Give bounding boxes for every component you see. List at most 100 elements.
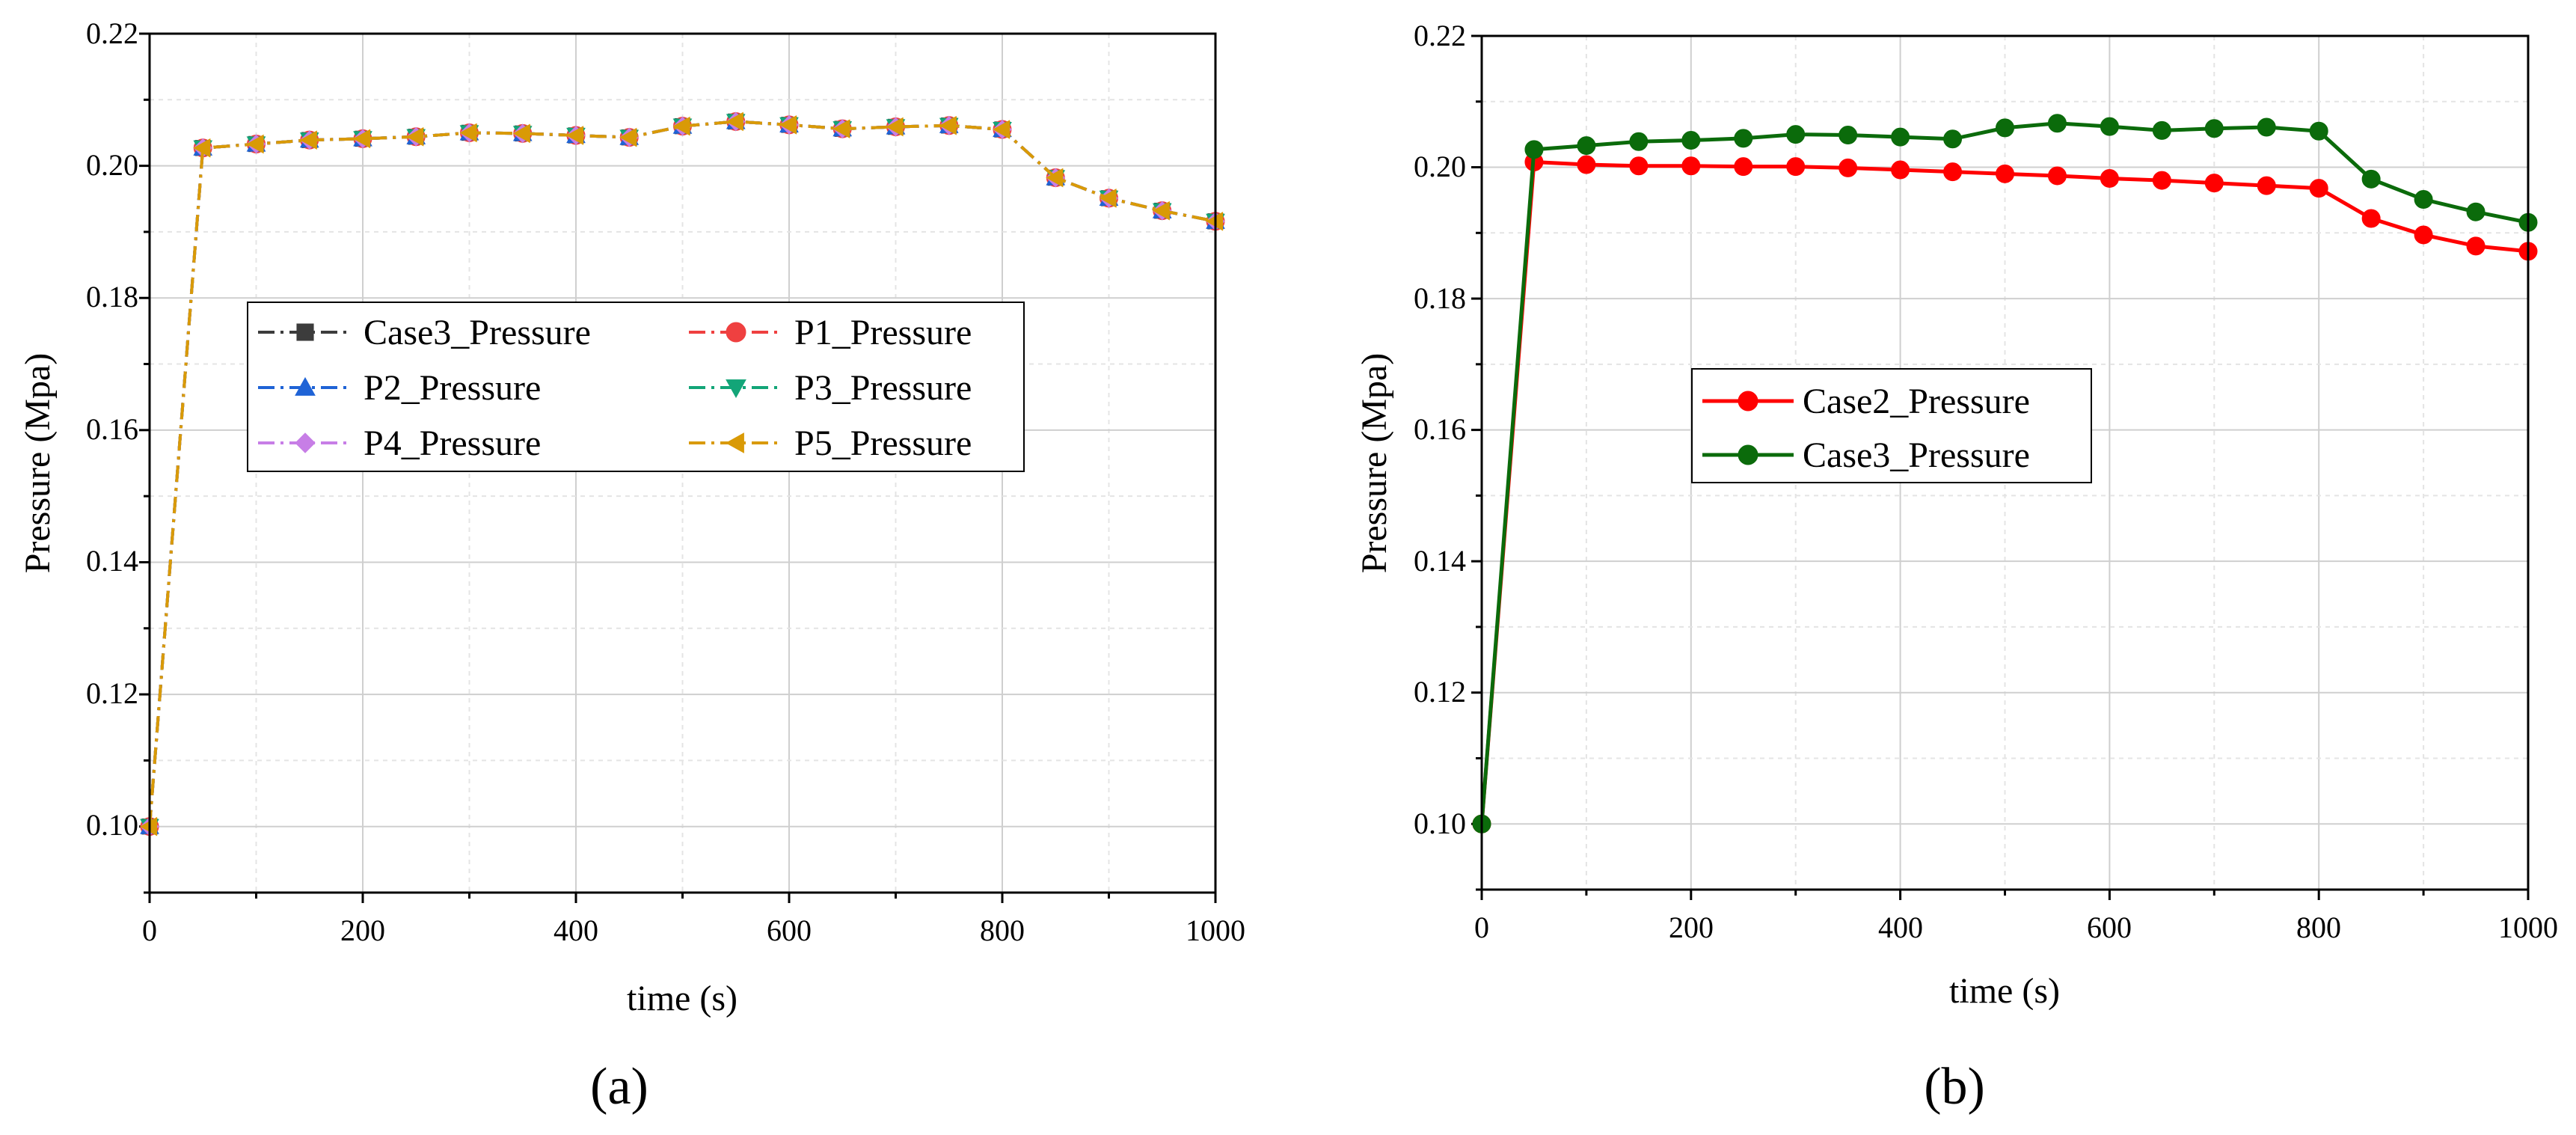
panel-b-point-case3-pressure bbox=[2047, 114, 2067, 133]
legend-marker-p4-pressure bbox=[295, 432, 316, 453]
panel-b-point-case2-pressure bbox=[2152, 171, 2171, 190]
panel-b-point-case2-pressure bbox=[1839, 158, 1858, 177]
panel-a-ytick-label: 0.10 bbox=[86, 808, 138, 842]
legend-marker-p1-pressure bbox=[726, 322, 746, 343]
panel-a-point-p5-pressure bbox=[299, 130, 317, 150]
panel-b-plot-frame bbox=[1480, 34, 2530, 891]
panel-b-point-case3-pressure bbox=[1577, 136, 1596, 156]
panel-b-point-case3-pressure bbox=[1524, 140, 1544, 159]
panel-a-point-p5-pressure bbox=[832, 119, 850, 139]
panel-b-ytick-label: 0.20 bbox=[1414, 150, 1466, 183]
panel-b-point-case3-pressure bbox=[1786, 125, 1806, 144]
panel-b-point-case3-pressure bbox=[2100, 117, 2119, 136]
panel-b-point-case3-pressure bbox=[2152, 120, 2171, 140]
panel-a-grid bbox=[150, 34, 1215, 893]
panel-b-point-case3-pressure bbox=[1839, 126, 1858, 145]
panel-b-point-case2-pressure bbox=[2204, 174, 2224, 193]
panel-a-point-p5-pressure bbox=[939, 115, 957, 135]
legend-label-p4-pressure: P4_Pressure bbox=[364, 423, 541, 463]
legend-marker-p3-pressure bbox=[726, 379, 746, 399]
panel-b-x-axis-label: time (s) bbox=[1949, 971, 2060, 1011]
panel-a-xtick-label: 200 bbox=[340, 914, 385, 947]
panel-a-point-p5-pressure bbox=[512, 123, 530, 144]
legend-label-p3-pressure: P3_Pressure bbox=[794, 368, 972, 408]
panel-b-xtick-label: 600 bbox=[2087, 911, 2132, 944]
panel-a-point-p5-pressure bbox=[246, 134, 264, 154]
panel-b-point-case2-pressure bbox=[1891, 160, 1910, 180]
panel-b-xtick-label: 0 bbox=[1474, 911, 1489, 944]
panel-a-y-axis-label: Pressure (Mpa) bbox=[18, 353, 58, 574]
panel-a-xtick-label: 800 bbox=[980, 914, 1025, 947]
legend-label-p5-pressure: P5_Pressure bbox=[794, 423, 972, 463]
panel-b-point-case2-pressure bbox=[1734, 157, 1753, 177]
panel-b-legend: Case2_Pressure Case3_Pressure bbox=[1691, 368, 2092, 483]
panel-b-point-case2-pressure bbox=[1943, 162, 1963, 182]
panel-a-xtick-label: 0 bbox=[142, 914, 157, 947]
panel-b-point-case3-pressure bbox=[1996, 118, 2014, 138]
panel-b-point-case2-pressure bbox=[2466, 236, 2485, 256]
panel-b-point-case3-pressure bbox=[1734, 129, 1753, 148]
panel-b-point-case2-pressure bbox=[2257, 176, 2276, 195]
panel-a-label: (a) bbox=[590, 1058, 648, 1116]
panel-a-point-p5-pressure bbox=[1152, 201, 1170, 221]
panel-b-point-case3-pressure bbox=[2204, 119, 2224, 138]
panel-a-legend: Case3_Pressure P1_Pressure P2_Pressure P… bbox=[247, 302, 1025, 472]
panel-a-point-p5-pressure bbox=[726, 111, 743, 132]
panel-b: 0.10 0.12 0.14 0.16 0.18 0.20 0.22 0 200… bbox=[1355, 19, 2558, 1116]
panel-a-xtick-label: 400 bbox=[553, 914, 598, 947]
panel-a-point-p5-pressure bbox=[459, 123, 477, 143]
panel-b-point-case2-pressure bbox=[2361, 209, 2381, 228]
panel-a-ytick-label: 0.12 bbox=[86, 676, 138, 710]
legend-marker-case3-pressure bbox=[1738, 444, 1758, 465]
panel-a-ytick-label: 0.22 bbox=[86, 16, 138, 50]
panel-b-point-case3-pressure bbox=[1891, 127, 1910, 147]
panel-b-xtick-label: 1000 bbox=[2498, 911, 2558, 944]
panel-b-label: (b) bbox=[1924, 1058, 1985, 1116]
panel-b-point-case2-pressure bbox=[2047, 166, 2067, 186]
panel-b-ytick-label: 0.14 bbox=[1414, 544, 1466, 578]
panel-a-point-p5-pressure bbox=[406, 126, 424, 147]
panel-b-point-case2-pressure bbox=[2309, 179, 2328, 198]
panel-a-point-p5-pressure bbox=[779, 115, 797, 135]
panel-b-point-case2-pressure bbox=[2100, 168, 2119, 188]
legend-marker-p2-pressure bbox=[295, 376, 316, 396]
panel-a-ytick-label: 0.18 bbox=[86, 280, 138, 313]
panel-a-point-p5-pressure bbox=[886, 117, 904, 137]
panel-b-ytick-label: 0.18 bbox=[1414, 281, 1466, 315]
panel-b-ytick-label: 0.22 bbox=[1414, 19, 1466, 52]
panel-a-series bbox=[139, 111, 1225, 836]
panel-b-xtick-label: 400 bbox=[1878, 911, 1923, 944]
panel-a-xtick-label: 1000 bbox=[1186, 914, 1245, 947]
panel-b-point-case3-pressure bbox=[2414, 190, 2433, 209]
legend-label-case2-pressure: Case2_Pressure bbox=[1803, 382, 2030, 421]
panel-b-point-case3-pressure bbox=[2257, 117, 2276, 137]
panel-b-point-case2-pressure bbox=[1577, 155, 1596, 174]
panel-a-point-p5-pressure bbox=[565, 126, 584, 145]
panel-b-point-case2-pressure bbox=[1629, 156, 1649, 176]
panel-a-point-p5-pressure bbox=[672, 116, 690, 136]
panel-b-point-case3-pressure bbox=[1943, 129, 1963, 149]
panel-b-point-case2-pressure bbox=[2414, 225, 2433, 245]
panel-b-point-case2-pressure bbox=[1786, 157, 1806, 177]
panel-b-ytick-label: 0.16 bbox=[1414, 412, 1466, 446]
panel-a: 0.10 0.12 0.14 0.16 0.18 0.20 0.22 0 200… bbox=[18, 16, 1245, 1116]
panel-b-point-case2-pressure bbox=[1996, 164, 2014, 183]
panel-a-point-p5-pressure bbox=[352, 129, 371, 149]
legend-label-case3-pressure: Case3_Pressure bbox=[364, 313, 591, 352]
panel-b-y-axis-label: Pressure (Mpa) bbox=[1355, 353, 1394, 574]
legend-label-p2-pressure: P2_Pressure bbox=[364, 368, 541, 408]
panel-a-point-p5-pressure bbox=[619, 127, 637, 147]
panel-b-point-case3-pressure bbox=[2466, 202, 2485, 221]
legend-marker-case3-pressure bbox=[296, 323, 314, 341]
panel-b-xtick-label: 800 bbox=[2296, 911, 2341, 944]
panel-b-point-case2-pressure bbox=[1681, 156, 1701, 176]
panel-a-ytick-label: 0.16 bbox=[86, 412, 138, 446]
panel-a-x-axis-label: time (s) bbox=[627, 979, 737, 1018]
panel-a-ytick-label: 0.20 bbox=[86, 148, 138, 182]
panel-a-point-p5-pressure bbox=[193, 138, 211, 158]
panel-b-ytick-label: 0.12 bbox=[1414, 675, 1466, 709]
panel-b-series bbox=[1472, 114, 2538, 833]
panel-a-xtick-label: 600 bbox=[767, 914, 812, 947]
panel-b-point-case3-pressure bbox=[2309, 121, 2328, 141]
